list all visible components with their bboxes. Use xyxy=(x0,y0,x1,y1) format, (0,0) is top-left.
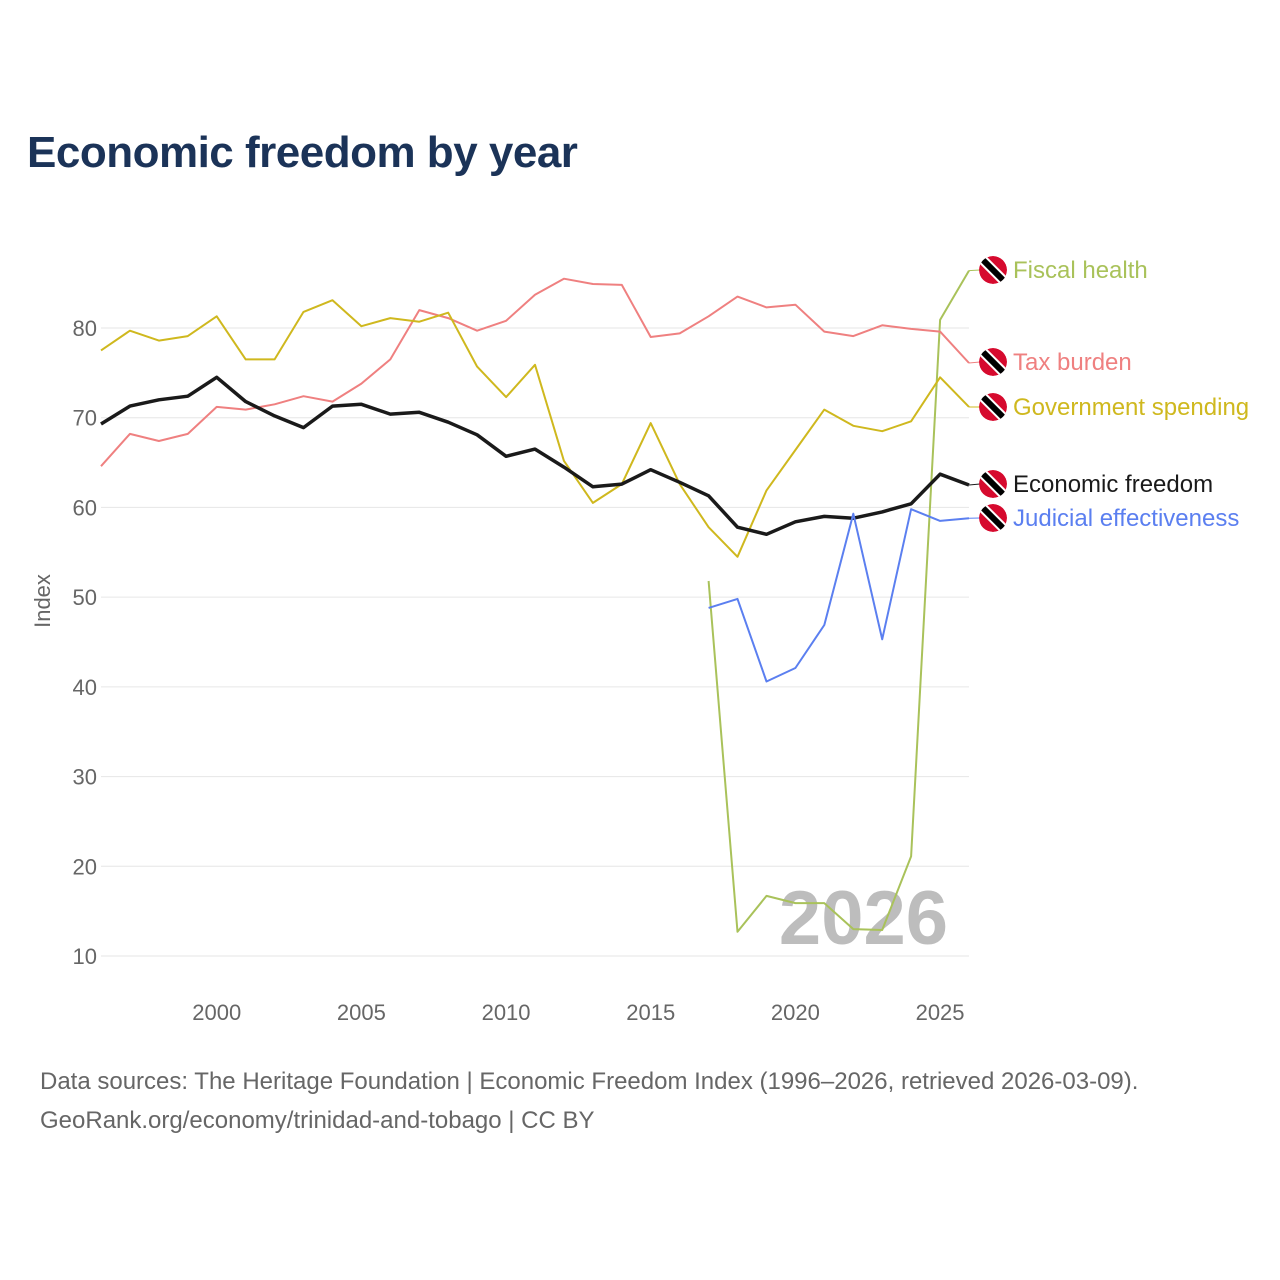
series-label-fiscal-health: Fiscal health xyxy=(1013,257,1148,284)
trinidad-flag-icon xyxy=(979,504,1007,532)
footer-sources: Data sources: The Heritage Foundation | … xyxy=(40,1068,1139,1095)
x-tick-label: 2025 xyxy=(916,1000,965,1025)
series-label-government-spending: Government spending xyxy=(1013,394,1249,421)
trinidad-flag-icon xyxy=(979,393,1007,421)
x-tick-label: 2000 xyxy=(192,1000,241,1025)
y-tick-label: 20 xyxy=(73,854,97,879)
year-watermark: 2026 xyxy=(779,876,948,961)
label-connector xyxy=(968,361,981,364)
trinidad-flag-icon xyxy=(979,470,1007,498)
x-tick-label: 2010 xyxy=(482,1000,531,1025)
series-label-economic-freedom: Economic freedom xyxy=(1013,471,1213,498)
series-line-judicial-effectiveness xyxy=(708,508,970,683)
series-line-government-spending xyxy=(100,299,970,558)
y-tick-label: 50 xyxy=(73,585,97,610)
footer-attribution: GeoRank.org/economy/trinidad-and-tobago … xyxy=(40,1107,595,1134)
series-line-fiscal-health xyxy=(707,270,970,933)
y-tick-label: 70 xyxy=(73,406,97,431)
flag-body xyxy=(979,393,1007,421)
flag-body xyxy=(979,470,1007,498)
series-label-judicial-effectiveness: Judicial effectiveness xyxy=(1013,505,1239,532)
y-tick-label: 60 xyxy=(73,495,97,520)
y-axis-label: Index xyxy=(30,574,55,628)
label-connector xyxy=(968,269,981,272)
y-tick-label: 10 xyxy=(73,944,97,969)
label-connector xyxy=(968,483,981,486)
trinidad-flag-icon xyxy=(979,348,1007,376)
series-line-economic-freedom xyxy=(100,375,970,537)
y-tick-label: 30 xyxy=(73,765,97,790)
series-label-tax-burden: Tax burden xyxy=(1013,349,1132,376)
y-tick-label: 80 xyxy=(73,316,97,341)
x-tick-label: 2015 xyxy=(626,1000,675,1025)
chart-title: Economic freedom by year xyxy=(27,128,578,177)
y-tick-label: 40 xyxy=(73,675,97,700)
series-line-tax-burden xyxy=(100,277,970,467)
x-tick-label: 2020 xyxy=(771,1000,820,1025)
trinidad-flag-icon xyxy=(979,256,1007,284)
flag-body xyxy=(979,348,1007,376)
x-tick-label: 2005 xyxy=(337,1000,386,1025)
flag-body xyxy=(979,256,1007,284)
flag-body xyxy=(979,504,1007,532)
